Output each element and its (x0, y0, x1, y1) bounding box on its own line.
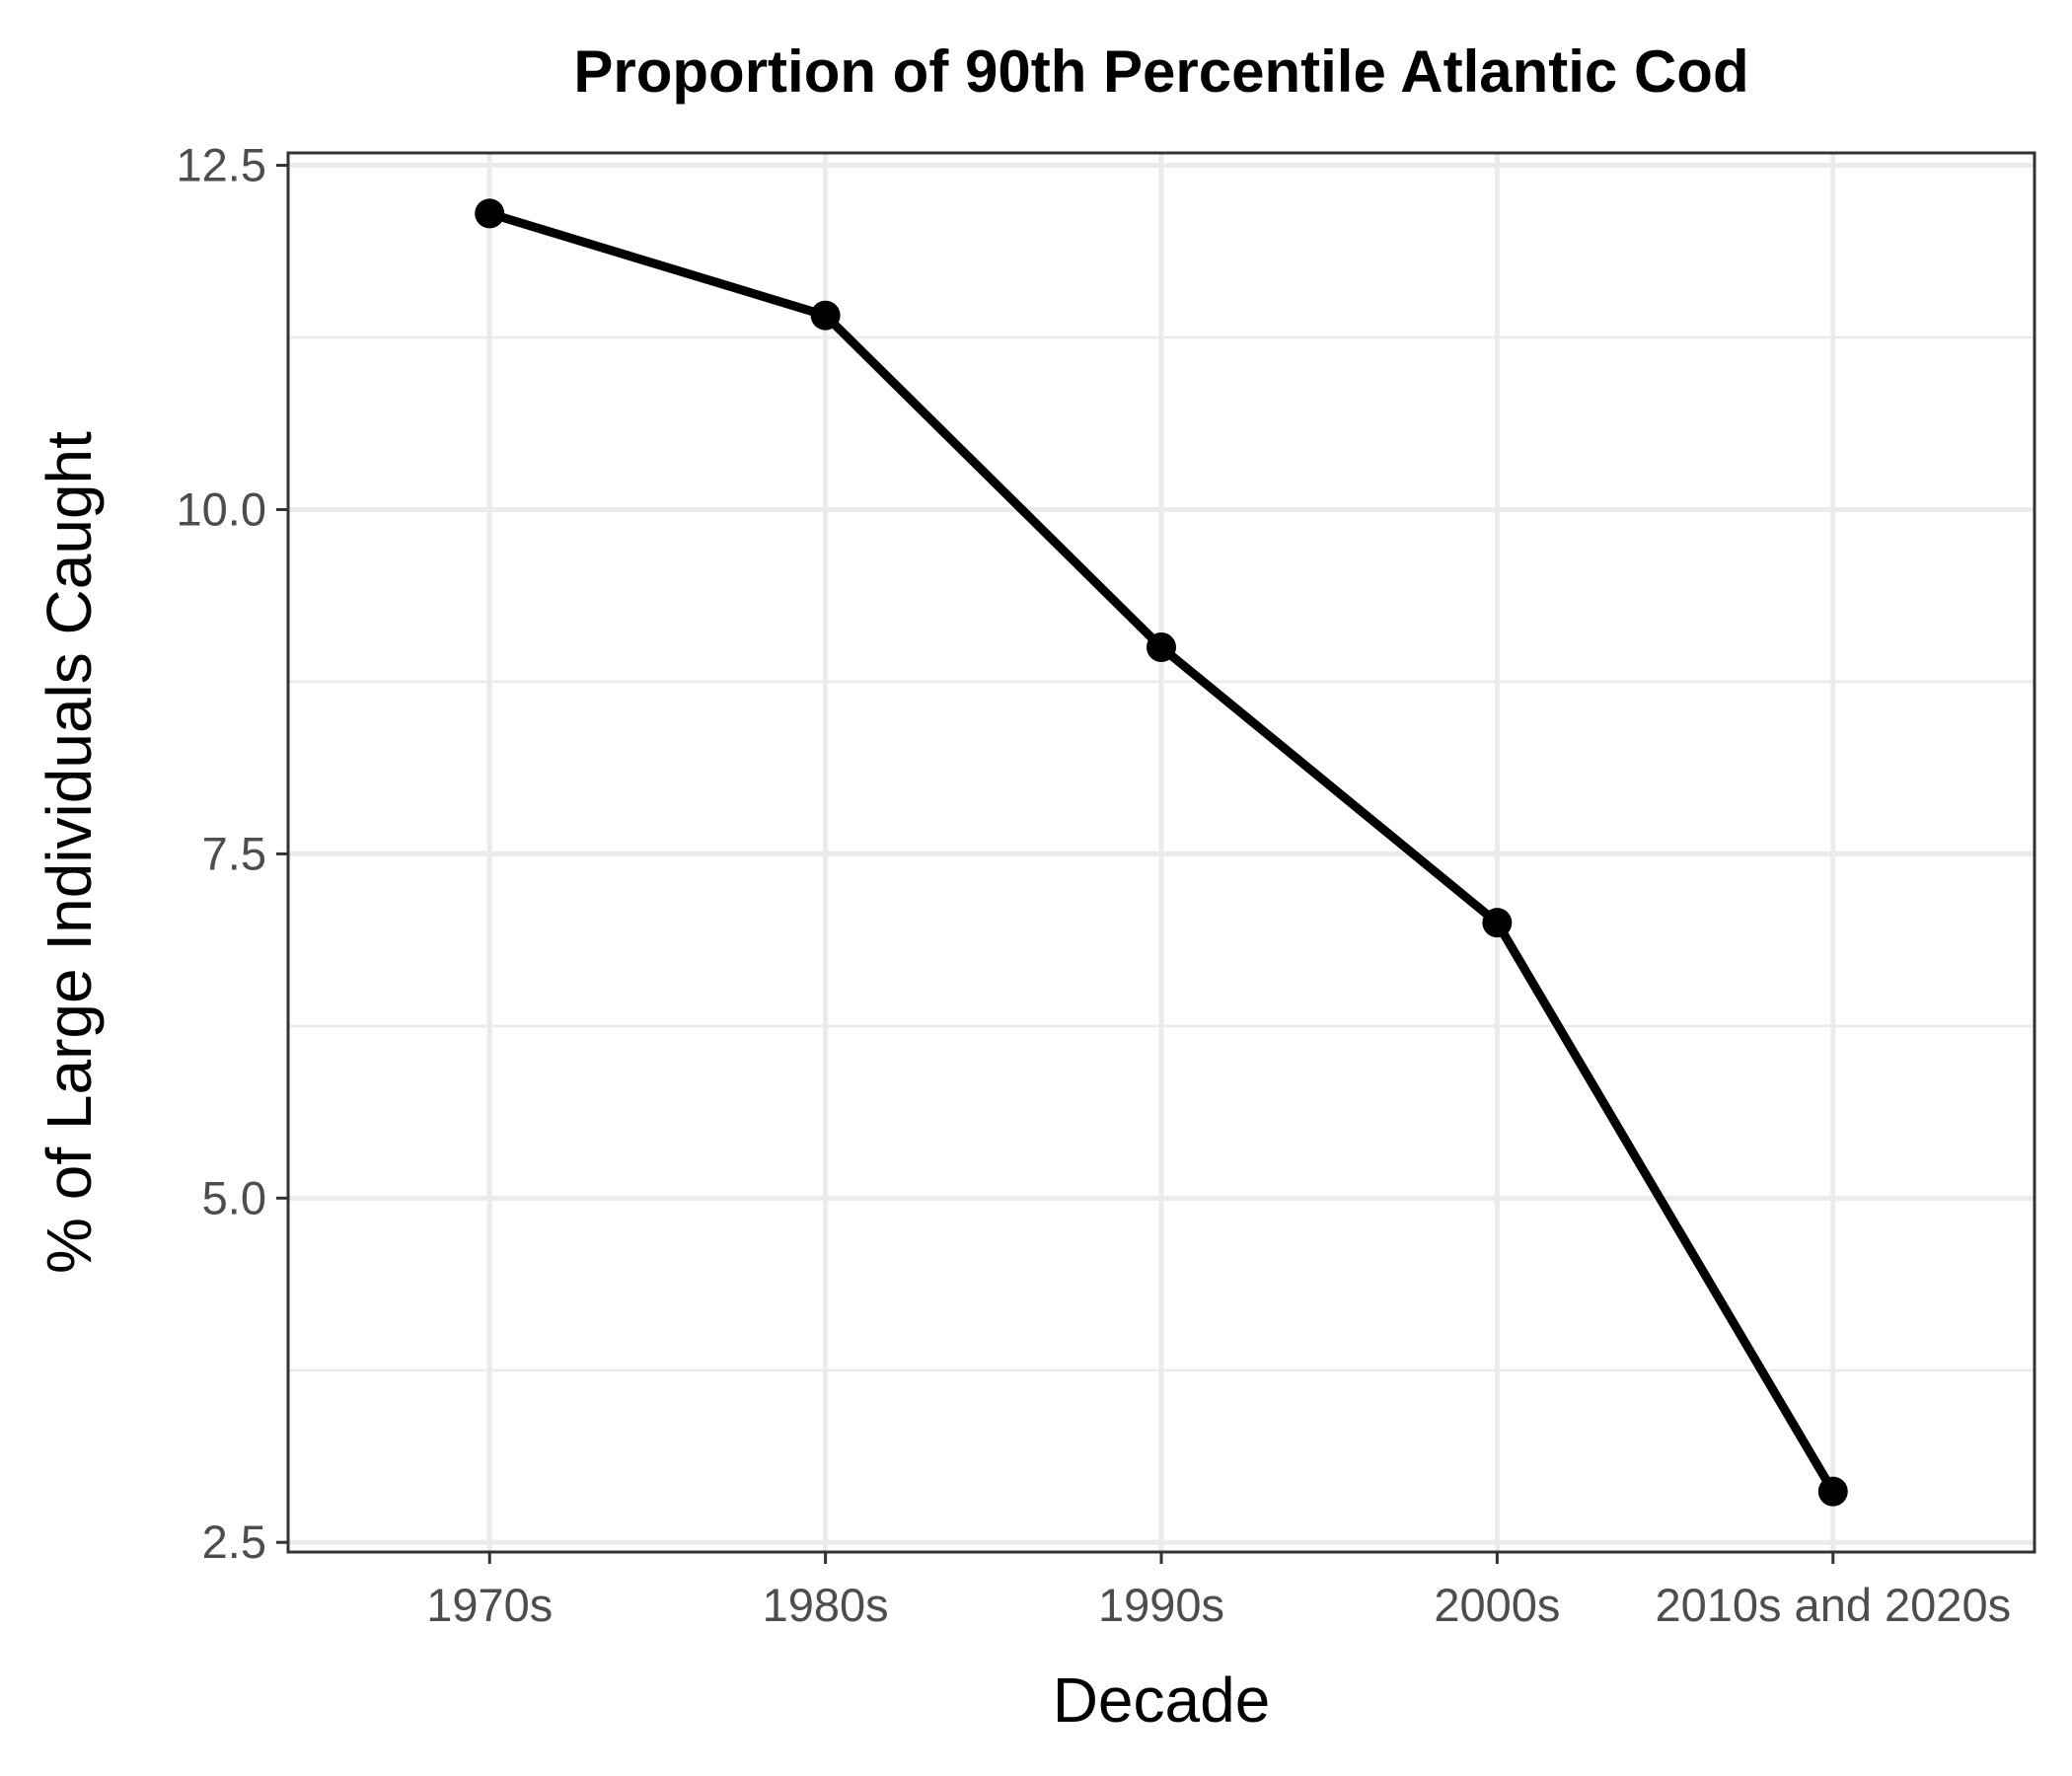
x-tick-label: 1980s (763, 1579, 889, 1631)
data-point-1 (475, 198, 505, 229)
chart-title: Proportion of 90th Percentile Atlantic C… (573, 38, 1748, 105)
y-tick-label: 7.5 (202, 827, 266, 879)
data-point-3 (1147, 632, 1176, 663)
y-axis-ticks: 2.5 5.0 7.5 10.0 12.5 (177, 139, 288, 1568)
data-point-5 (1817, 1476, 1848, 1507)
data-point-2 (810, 300, 841, 331)
x-tick-label: 1970s (426, 1579, 553, 1631)
y-tick-label: 12.5 (177, 139, 266, 191)
y-tick-label: 5.0 (202, 1171, 266, 1223)
y-tick-label: 2.5 (202, 1516, 266, 1568)
x-axis-ticks: 1970s 1980s 1990s 2000s 2010s and 2020s (426, 1552, 2011, 1631)
series-layer (475, 198, 1848, 1507)
data-point-4 (1482, 908, 1513, 938)
major-gridlines (288, 153, 2035, 1552)
x-tick-label: 2000s (1434, 1579, 1560, 1631)
y-axis-title: % of Large Individuals Caught (34, 431, 105, 1274)
x-tick-label: 2010s and 2020s (1655, 1579, 2011, 1631)
x-axis-title: Decade (1053, 1665, 1271, 1736)
y-tick-label: 10.0 (177, 482, 266, 535)
x-tick-label: 1990s (1098, 1579, 1224, 1631)
